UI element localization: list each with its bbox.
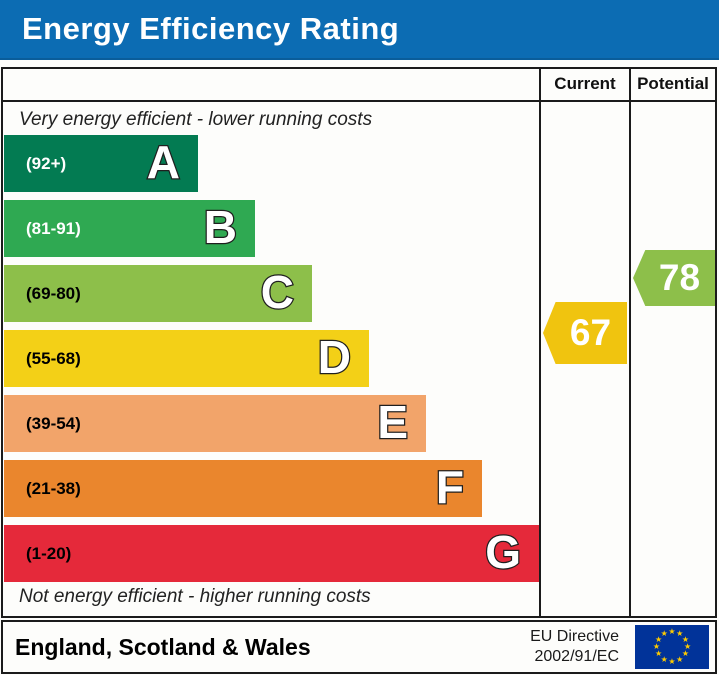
band-g: (1-20) G	[4, 525, 539, 582]
page-title: Energy Efficiency Rating	[22, 11, 400, 46]
band-d: (55-68) D	[4, 330, 369, 387]
band-range: (81-91)	[26, 219, 81, 238]
eu-flag-star: ★	[652, 642, 661, 651]
eu-flag-star: ★	[676, 629, 684, 639]
eu-flag-star: ★	[676, 654, 684, 664]
band-a: (92+) A	[4, 135, 198, 192]
band-b: (81-91) B	[4, 200, 255, 257]
header-divider	[3, 100, 715, 102]
band-letter: B	[203, 200, 239, 255]
band-e: (39-54) E	[4, 395, 426, 452]
eu-flag-star: ★	[681, 649, 690, 659]
eu-flag-icon: ★ ★ ★ ★ ★ ★ ★ ★ ★ ★ ★ ★	[635, 625, 709, 669]
band-c: (69-80) C	[4, 265, 312, 322]
region-label: England, Scotland & Wales	[15, 634, 311, 660]
eu-flag-star: ★	[681, 634, 690, 644]
band-letter: E	[376, 395, 409, 450]
potential-rating-value: 78	[658, 257, 701, 298]
band-letter: G	[484, 525, 522, 580]
band-f: (21-38) F	[4, 460, 482, 517]
current-rating-marker: 67	[543, 302, 627, 364]
band-range: (21-38)	[26, 479, 81, 498]
band-range: (39-54)	[26, 414, 81, 433]
band-range: (69-80)	[26, 284, 81, 303]
band-letter: A	[146, 135, 182, 190]
energy-rating-chart: Current Potential Very energy efficient …	[1, 67, 717, 618]
title-banner: Energy Efficiency Rating	[0, 0, 719, 60]
eu-flag-star: ★	[660, 654, 668, 664]
column-divider-potential	[629, 69, 631, 616]
eu-flag-star: ★	[654, 649, 663, 659]
band-range: (92+)	[26, 154, 67, 173]
band-letter: F	[435, 460, 466, 515]
column-divider-current	[539, 69, 541, 616]
band-letter: D	[317, 330, 353, 385]
current-rating-value: 67	[569, 312, 612, 353]
potential-rating-marker: 78	[633, 250, 715, 306]
eu-flag-star: ★	[660, 629, 668, 639]
band-range: (1-20)	[26, 544, 72, 563]
band-letter: C	[260, 265, 296, 320]
eu-flag-star: ★	[683, 642, 692, 651]
note-not-efficient: Not energy efficient - higher running co…	[19, 586, 371, 607]
eu-directive-line2: 2002/91/EC	[534, 648, 619, 665]
column-header-potential: Potential	[637, 74, 709, 93]
band-range: (55-68)	[26, 349, 81, 368]
eu-directive-line1: EU Directive	[530, 628, 619, 645]
eu-flag-star: ★	[668, 656, 676, 666]
eu-directive-label: EU Directive 2002/91/EC	[530, 622, 619, 672]
eu-flag-star: ★	[668, 627, 676, 637]
note-very-efficient: Very energy efficient - lower running co…	[19, 109, 373, 130]
footer-bar: England, Scotland & Wales EU Directive 2…	[1, 620, 717, 674]
eu-flag-star: ★	[654, 634, 663, 644]
column-header-current: Current	[554, 74, 616, 93]
